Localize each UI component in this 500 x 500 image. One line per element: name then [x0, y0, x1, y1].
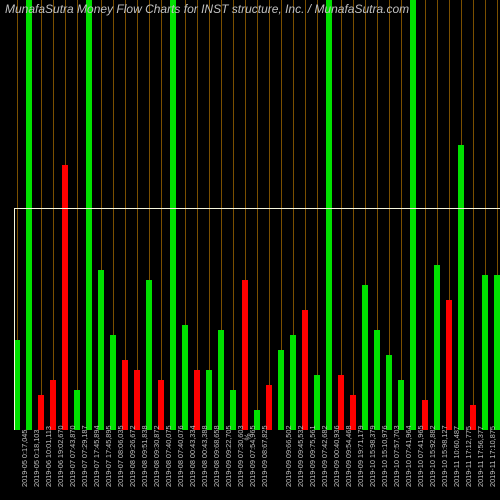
- bar: [374, 330, 380, 430]
- bar: [230, 390, 236, 430]
- bar: [122, 360, 128, 430]
- x-axis-label: 2019-08 07:40,075: [164, 425, 173, 487]
- gridline: [317, 0, 318, 430]
- gridline: [197, 0, 198, 430]
- x-axis-label: 2019-09 09:45,532: [296, 425, 305, 487]
- bar: [50, 380, 56, 430]
- bar: [494, 275, 500, 430]
- bar: [170, 0, 176, 430]
- x-axis-label: 2019-06 10:01,113: [44, 426, 53, 487]
- x-axis-label: 2019-10 07:57,703: [392, 425, 401, 487]
- overlay-line-horizontal: [14, 208, 500, 209]
- gridline: [137, 0, 138, 430]
- bar: [398, 380, 404, 430]
- y-axis-label: %: [244, 433, 253, 440]
- x-axis-label: 2019-09 09:75,561: [308, 425, 317, 487]
- x-axis-label: 2019-05 0:18,103: [32, 430, 41, 487]
- bar: [218, 330, 224, 430]
- bar: [158, 380, 164, 430]
- gridline: [233, 0, 234, 430]
- bar: [314, 375, 320, 430]
- x-axis-label: 2019-10 15:98,379: [368, 425, 377, 487]
- x-axis-label: 2019-09 09:66,502: [284, 425, 293, 487]
- bar: [266, 385, 272, 430]
- bar: [134, 370, 140, 430]
- bar: [434, 265, 440, 430]
- x-axis-label: 2019-10 15:10,976: [380, 425, 389, 487]
- x-axis-label: 2019-11 10:60,487: [452, 426, 461, 487]
- chart-area: 2019-05 0:17,0452019-05 0:18,1032019-06 …: [0, 0, 500, 500]
- bar: [458, 145, 464, 430]
- bar: [482, 275, 488, 430]
- gridline: [473, 0, 474, 430]
- x-axis-label: 2019-09 09:22,705: [224, 425, 233, 487]
- x-axis-label: 2019-10 07:41,964: [404, 425, 413, 487]
- x-axis-label: 2019-09 07:42,682: [320, 425, 329, 487]
- gridline: [41, 0, 42, 430]
- bar: [26, 0, 32, 430]
- x-axis-label: 2019-08 07:40,076: [176, 425, 185, 487]
- bar: [38, 395, 44, 430]
- gridline: [269, 0, 270, 430]
- bar: [98, 270, 104, 430]
- x-axis-label: 2019-09 08:67,825: [260, 425, 269, 487]
- gridline: [53, 0, 54, 430]
- gridline: [161, 0, 162, 430]
- x-axis-label: 2019-07 08:06,035: [116, 425, 125, 487]
- gridline: [401, 0, 402, 430]
- bar: [242, 280, 248, 430]
- bar: [338, 375, 344, 430]
- x-axis-label: 2019-11 17:12,775: [464, 426, 473, 487]
- bar: [182, 325, 188, 430]
- bar: [446, 300, 452, 430]
- x-axis-label: 2019-07 07:43,870: [68, 425, 77, 487]
- bar: [386, 355, 392, 430]
- x-axis-label: 2019-08 09:30,872: [152, 425, 161, 487]
- x-axis-label: 2019-10 15:98,127: [440, 425, 449, 487]
- x-axis-label: 2019-07 17:45,895: [104, 425, 113, 487]
- bar: [146, 280, 152, 430]
- x-axis-label: 2019-07 07:29,187: [80, 425, 89, 487]
- bar: [410, 0, 416, 430]
- x-axis-label: 2019-08 00:43,334: [188, 425, 197, 487]
- x-axis-label: 2019-09 19:71,179: [356, 425, 365, 487]
- x-axis-label: 2019-05 0:17,045: [20, 430, 29, 487]
- gridline: [257, 0, 258, 430]
- x-axis-label: 2019-09 09:54,468: [344, 425, 353, 487]
- x-axis-label: 2019-08 09:68,658: [212, 425, 221, 487]
- bar: [62, 165, 68, 430]
- x-axis-label: 2019-08 00:43,388: [200, 425, 209, 487]
- bar: [86, 0, 92, 430]
- x-axis-label: 2019-08 09:26,672: [128, 425, 137, 487]
- bar: [302, 310, 308, 430]
- x-axis-label: 2019-07 17:45,894: [92, 425, 101, 487]
- gridline: [425, 0, 426, 430]
- x-axis-label: 2019-10 15:92,882: [428, 425, 437, 487]
- bar: [362, 285, 368, 430]
- money-flow-chart: MunafaSutra Money Flow Charts for INST s…: [0, 0, 500, 500]
- gridline: [77, 0, 78, 430]
- gridline: [353, 0, 354, 430]
- overlay-line-vertical: [14, 208, 15, 430]
- x-axis-label: 2019-06 19:02,670: [56, 425, 65, 487]
- x-axis-label: 2019-09 00:40,936: [332, 425, 341, 487]
- bar: [74, 390, 80, 430]
- bar: [206, 370, 212, 430]
- gridline: [209, 0, 210, 430]
- chart-title: MunafaSutra Money Flow Charts for INST s…: [0, 0, 500, 18]
- bar: [278, 350, 284, 430]
- x-axis-label: 2019-11 17:56,377: [476, 426, 485, 487]
- bar: [290, 335, 296, 430]
- bar: [326, 0, 332, 430]
- x-axis-label: 2019-10 07:41,965: [416, 425, 425, 487]
- gridline: [341, 0, 342, 430]
- x-axis-label: 2019-11 17:10,875: [488, 426, 497, 487]
- x-axis-label: 2019-08 09:51,838: [140, 425, 149, 487]
- bar: [194, 370, 200, 430]
- bar: [110, 335, 116, 430]
